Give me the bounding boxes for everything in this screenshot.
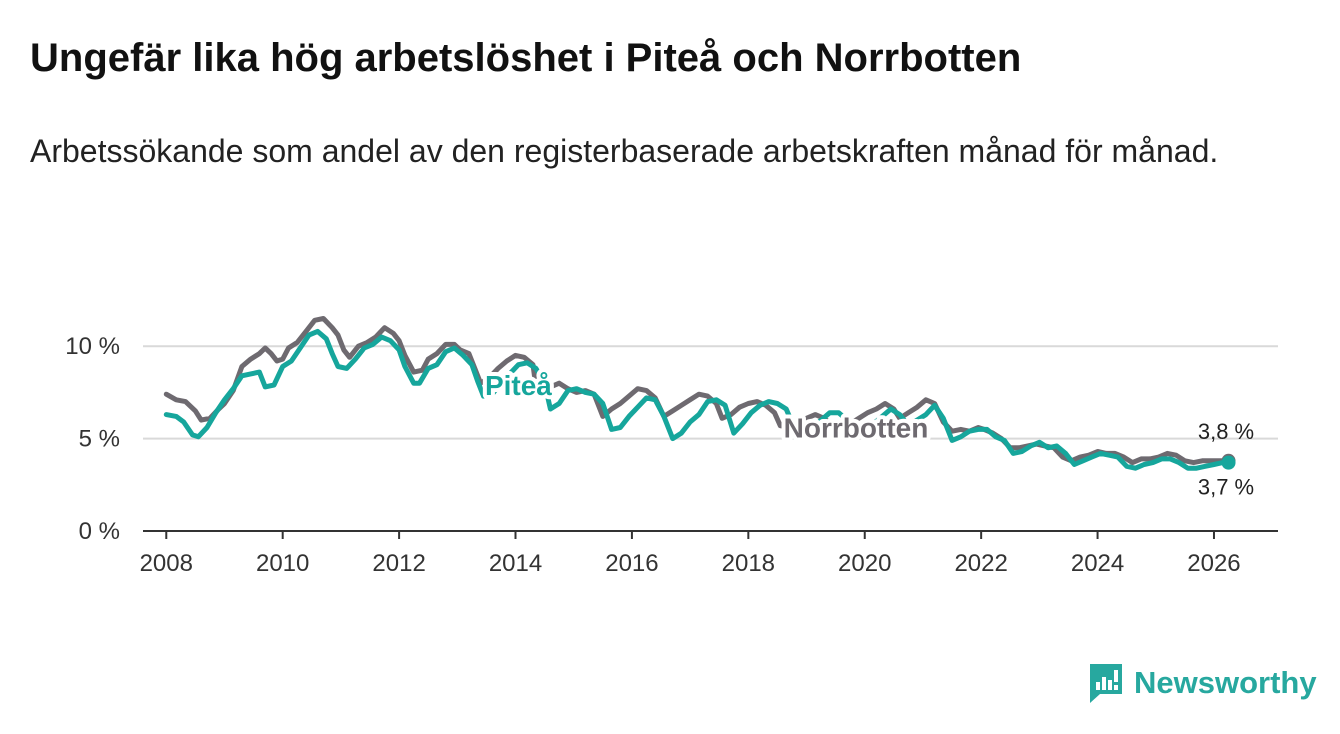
series-name-label: Norrbotten xyxy=(784,413,929,444)
chart-title: Ungefär lika hög arbetslöshet i Piteå oc… xyxy=(30,36,1022,80)
series-end-label: 3,8 % xyxy=(1198,419,1254,444)
x-tick-label: 2014 xyxy=(489,550,542,577)
x-axis: 2008 2010 2012 2014 2016 2018 2020 2022 2024 2026 xyxy=(140,530,1278,577)
series-lines xyxy=(163,316,1236,471)
y-tick-label: 5 % xyxy=(79,426,120,453)
x-tick-label: 2022 xyxy=(954,550,1007,577)
series-end-point xyxy=(1221,455,1236,470)
x-tick-label: 2018 xyxy=(722,550,775,577)
series-end-label: 3,7 % xyxy=(1198,475,1254,500)
series-name-label: Piteå xyxy=(485,370,552,401)
x-tick-label: 2016 xyxy=(605,550,658,577)
x-tick-label: 2010 xyxy=(256,550,309,577)
x-tick-label: 2020 xyxy=(838,550,891,577)
x-tick-label: 2008 xyxy=(140,550,193,577)
series-line-pitea xyxy=(163,328,1231,471)
brand-name: Newsworthy xyxy=(1134,665,1317,700)
y-tick-label: 0 % xyxy=(79,518,120,545)
newsworthy-logo-icon xyxy=(1090,664,1122,703)
x-tick-label: 2026 xyxy=(1187,550,1240,577)
grid-lines: 0 % 5 % 10 % xyxy=(65,333,1278,545)
chart-subtitle: Arbetssökande som andel av den registerb… xyxy=(30,133,1219,169)
x-tick-label: 2024 xyxy=(1071,550,1124,577)
brand-logo[interactable]: Newsworthy xyxy=(1088,660,1317,706)
y-tick-label: 10 % xyxy=(65,333,120,360)
x-tick-label: 2012 xyxy=(372,550,425,577)
series-labels: 3,8 % 3,7 % Piteå Norrbotten xyxy=(481,366,1254,500)
